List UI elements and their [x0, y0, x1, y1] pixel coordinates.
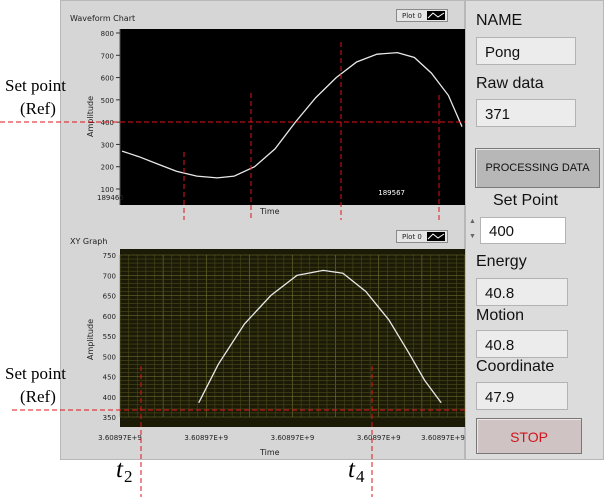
xy-x-tick: 3.60897E+9	[357, 434, 401, 442]
processing-data-label: PROCESSING DATA	[485, 162, 590, 174]
marker-t2: t2	[233, 179, 250, 209]
energy-field: 40.8	[476, 278, 568, 306]
xy-x-tick: 3.60897E+9	[271, 434, 315, 442]
waveform-chart: 800 700 600 500 400 300 200 100 Amplitude 18946…	[86, 29, 465, 216]
xy-y-tick: 500	[103, 353, 116, 361]
plot-style-icon	[427, 232, 445, 241]
name-label: NAME	[476, 12, 523, 29]
xy-trace	[198, 269, 442, 404]
stop-label: STOP	[510, 429, 548, 445]
name-field[interactable]: Pong	[476, 37, 576, 65]
raw-data-label: Raw data	[476, 75, 544, 92]
xy-y-tick: 450	[103, 374, 116, 382]
motion-label: Motion	[476, 307, 525, 324]
waveform-y-label: Amplitude	[86, 96, 95, 137]
waveform-x-end: 189567	[378, 189, 405, 197]
motion-field: 40.8	[476, 330, 568, 358]
xy-y-tick: 550	[103, 333, 116, 341]
coordinate-label: Coordinate	[476, 358, 555, 375]
marker-t4-bottom: t4	[348, 456, 365, 486]
waveform-y-tick: 400	[101, 119, 114, 127]
marker-t1: t1	[166, 179, 183, 209]
ref-annotation-top: (Ref)	[20, 99, 56, 118]
raw-data-field: 371	[476, 99, 576, 127]
marker-t3: t3	[318, 179, 335, 209]
waveform-plot-area	[120, 29, 465, 205]
xy-y-tick: 600	[103, 313, 116, 321]
stop-button[interactable]: STOP	[476, 418, 582, 454]
waveform-y-tick: 800	[101, 30, 114, 38]
waveform-trace	[121, 51, 463, 179]
xy-legend-label: Plot 0	[402, 233, 422, 241]
set-point-annotation-top: Set point	[5, 76, 66, 95]
set-point-input[interactable]: 400	[480, 217, 566, 244]
marker-t4: t4	[418, 179, 435, 209]
xy-y-tick: 400	[103, 394, 116, 402]
xy-graph-title: XY Graph	[70, 237, 108, 246]
xy-y-tick: 650	[103, 293, 116, 301]
plot-style-icon	[427, 11, 445, 20]
waveform-y-tick: 700	[101, 52, 114, 60]
waveform-y-tick: 500	[101, 97, 114, 105]
waveform-y-tick: 100	[101, 186, 114, 194]
controls-panel: NAME Pong Raw data 371 PROCESSING DATA S…	[465, 0, 604, 460]
xy-x-tick: 3.60897E+9	[98, 434, 142, 442]
waveform-plot-legend[interactable]: Plot 0	[396, 9, 448, 22]
set-point-annotation-bottom: Set point	[5, 364, 66, 383]
xy-x-label: Time	[259, 448, 280, 457]
marker-t2-bottom: t2	[116, 456, 133, 486]
processing-data-button[interactable]: PROCESSING DATA	[475, 148, 600, 188]
xy-y-label: Amplitude	[86, 319, 95, 360]
xy-y-tick: 350	[103, 414, 116, 422]
xy-plot-legend[interactable]: Plot 0	[396, 230, 448, 243]
xy-y-tick: 750	[103, 252, 116, 260]
waveform-chart-title: Waveform Chart	[70, 14, 136, 23]
xy-graph: 750 700 650 600 550 500 450 400 350 3.60897E+9 3.…	[86, 249, 465, 457]
xy-x-tick: 3.60897E+9	[184, 434, 228, 442]
decrement-arrow-icon[interactable]: ▼	[469, 233, 476, 240]
xy-x-tick: 3.60897E+9	[421, 434, 465, 442]
increment-arrow-icon[interactable]: ▲	[469, 218, 476, 225]
energy-label: Energy	[476, 253, 527, 270]
set-point-label: Set Point	[493, 192, 558, 209]
waveform-x-label: Time	[259, 207, 280, 216]
waveform-legend-label: Plot 0	[402, 12, 422, 20]
coordinate-field: 47.9	[476, 382, 568, 410]
xy-y-tick: 700	[103, 272, 116, 280]
waveform-y-tick: 600	[101, 75, 114, 83]
waveform-y-tick: 200	[101, 164, 114, 172]
ref-annotation-bottom: (Ref)	[20, 387, 56, 406]
waveform-y-tick: 300	[101, 141, 114, 149]
waveform-x-start: 189466	[97, 194, 124, 202]
